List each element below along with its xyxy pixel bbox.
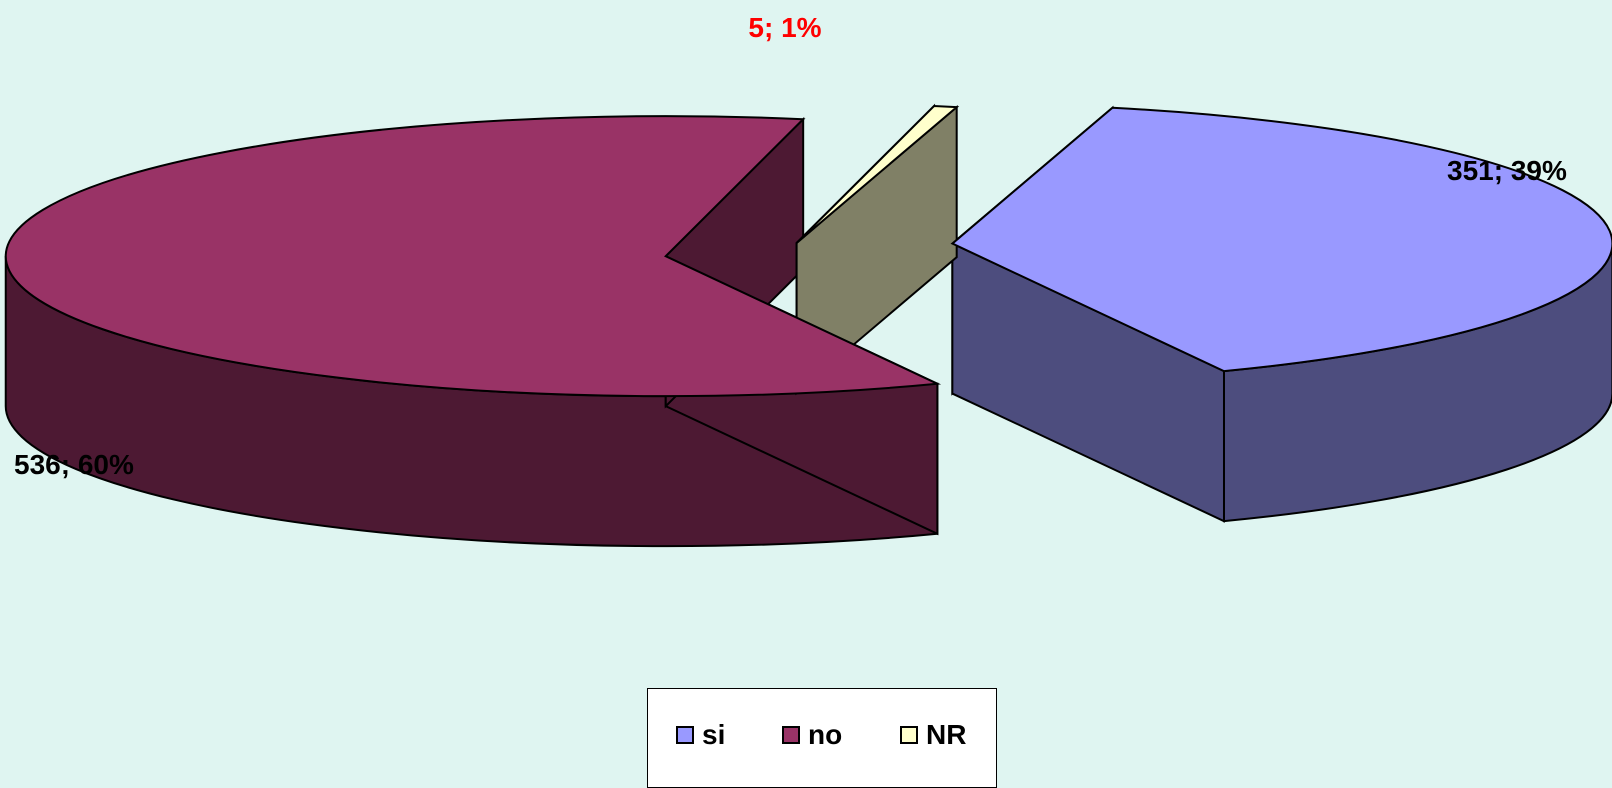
pie-tops	[4, 105, 1612, 398]
legend: si no NR	[647, 688, 997, 788]
pie-slice-no	[4, 115, 942, 398]
data-label-no: 536; 60%	[14, 449, 134, 480]
legend-item-si: si	[676, 721, 725, 749]
legend-item-nr: NR	[900, 721, 966, 749]
legend-swatch-no	[782, 726, 800, 744]
pie-slice-nr	[795, 105, 960, 244]
legend-swatch-nr	[900, 726, 918, 744]
pie-slice-si	[950, 106, 1612, 373]
legend-item-no: no	[782, 721, 842, 749]
legend-swatch-si	[676, 726, 694, 744]
legend-label-si: si	[702, 719, 726, 750]
data-label-si: 351; 39%	[1447, 155, 1567, 186]
data-labels: 351; 39% 536; 60% 5; 1%	[14, 12, 1567, 480]
legend-label-nr: NR	[926, 719, 967, 750]
data-label-nr: 5; 1%	[748, 12, 821, 43]
legend-label-no: no	[808, 719, 843, 750]
